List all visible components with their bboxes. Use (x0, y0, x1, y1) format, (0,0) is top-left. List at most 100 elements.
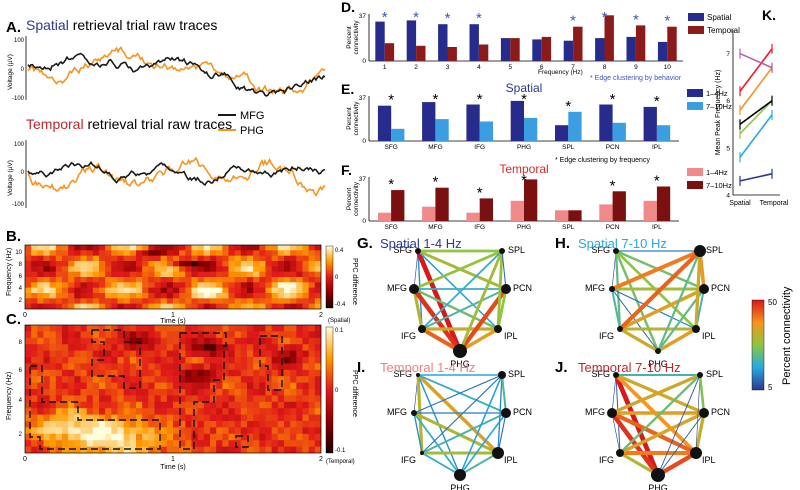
bar-temporal-1 (384, 43, 395, 61)
bar-temporal-4 (478, 44, 489, 61)
bar-temporal-3 (447, 47, 457, 61)
legend-swatch (688, 13, 704, 21)
b-ytick: 10 (15, 250, 22, 256)
node-pcn (699, 408, 709, 418)
c-cbar-tick: 0.1 (335, 328, 344, 334)
network-i: SFG MFG IFG PHG IPL PCN SPL (387, 369, 532, 490)
node-label-ifg: IFG (599, 455, 614, 465)
significance-star: * (633, 11, 639, 28)
edge-mfg-spl (611, 373, 701, 415)
edge-mfg-spl (413, 249, 503, 291)
b-colorbar (325, 245, 334, 309)
x-tick-label: SFG (384, 224, 397, 231)
a-spatial-tick: 100 (14, 38, 25, 44)
bar-spatial-1 (375, 21, 385, 62)
edge-pcn-spl (501, 250, 507, 290)
b-ytick: 6 (19, 274, 23, 280)
edge-ifg-phg (619, 451, 659, 477)
edge-mfg-spl (611, 249, 701, 291)
bar-14hz-ipl (643, 200, 657, 221)
node-label-spl: SPL (706, 369, 723, 379)
c-ytick: 6 (19, 368, 23, 374)
c-ytick: 8 (19, 340, 23, 346)
line-ifg (739, 100, 773, 135)
y-axis-label: Percentconnectivity (346, 20, 360, 55)
significance-star: * (521, 172, 527, 189)
b-ytick: 2 (19, 298, 23, 304)
a-temporal-tick: -100 (12, 202, 25, 208)
c-cbar-top: (Spatial) (328, 318, 350, 324)
edge-ifg-spl (421, 374, 503, 454)
panel-b-letter: B. (6, 228, 21, 245)
c-cbar-tick: -0.1 (335, 448, 346, 454)
significance-star: * (570, 13, 576, 30)
b-ylabel: Frequency (Hz) (6, 248, 13, 296)
edge-ifg-spl (618, 249, 702, 331)
y-tick-label: 5 (726, 145, 730, 152)
bar-spatial-9 (626, 36, 636, 61)
node-label-pcn: PCN (513, 283, 532, 293)
bar-710hz-ipl (656, 186, 671, 221)
bar-14hz-spl (555, 125, 569, 141)
significance-star: * (413, 9, 419, 26)
edge-phg-ipl (459, 327, 499, 353)
node-label-ifg: IFG (401, 455, 416, 465)
a-spatial-tick: 0 (21, 67, 25, 73)
line-pcn (739, 48, 773, 92)
x-tick-label: 3 (446, 64, 450, 71)
b-xtick: 2 (319, 312, 323, 319)
y-tick-label: 7 (726, 51, 730, 58)
panel-c-letter: C. (6, 311, 21, 328)
c-colorbar (325, 326, 334, 454)
significance-star: * (610, 177, 616, 194)
node-pcn (501, 284, 511, 294)
a-spatial-ylabel: Voltage (µV) (7, 54, 14, 90)
edge-note: * Edge clustering by behavior (590, 75, 682, 82)
legend-label: 7–10Hz (706, 181, 732, 190)
node-label-spl: SPL (508, 369, 525, 379)
significance-star: * (477, 184, 483, 201)
x-tick-label: 6 (540, 64, 544, 71)
c-cbar-label: PPC difference (351, 370, 358, 417)
node-label-mfg: MFG (387, 283, 407, 293)
node-label-pcn: PCN (711, 407, 730, 417)
x-tick-label: PCN (606, 224, 620, 231)
bar-710hz-mfg (435, 187, 449, 221)
edge-ifg-phg (619, 327, 659, 353)
panel-a-temporal-word: Temporal (26, 116, 84, 132)
bar-710hz-spl (568, 210, 582, 221)
edge-ifg-spl (619, 374, 701, 454)
bar-14hz-phg (510, 100, 524, 141)
a-temporal-tick: 100 (14, 142, 25, 148)
node-sfg (416, 373, 420, 377)
legend-swatch (687, 181, 703, 189)
edge-mfg-ipl (611, 288, 697, 330)
b-cbar-tick: -0.4 (335, 302, 346, 308)
node-label-sfg: SFG (591, 245, 610, 255)
edge-phg-ipl (656, 451, 698, 477)
node-ifg (617, 326, 623, 332)
b-ytick: 4 (19, 286, 23, 292)
edge-ipl-spl (694, 250, 702, 330)
node-label-pcn: PCN (711, 283, 730, 293)
x-tick-label: SPL (562, 224, 575, 231)
bar-710hz-pcn (612, 122, 626, 141)
bar-14hz-ipl (643, 106, 657, 141)
legend-swatch (688, 26, 704, 34)
b-xlabel: Time (s) (160, 318, 185, 325)
edge-mfg-ifg (611, 412, 621, 454)
panel-a: A. Spatial retrieval trial raw traces Te… (6, 17, 326, 208)
bar-14hz-pcn (599, 104, 613, 141)
panel-i-letter: I. (357, 359, 365, 376)
x-tick-label: 8 (603, 64, 607, 71)
edge-mfg-spl (413, 374, 503, 414)
edge-mfg-phg (412, 287, 462, 353)
edge-sfg-pcn (417, 249, 507, 291)
panel-a-temporal-title: Temporal retrieval trial raw traces (26, 116, 232, 132)
x-tick-label: IPL (652, 144, 662, 151)
legend-label: 1–4Hz (706, 168, 728, 177)
node-label-sfg: SFG (393, 369, 412, 379)
node-label-ipl: IPL (702, 455, 716, 465)
legend-phg-label: PHG (240, 125, 264, 137)
